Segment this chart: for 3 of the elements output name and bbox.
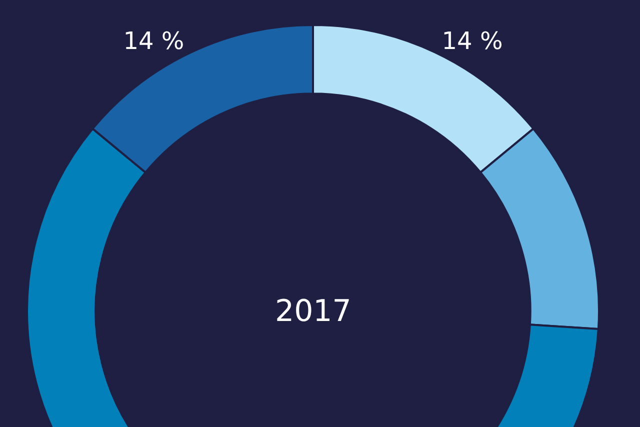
data-label: 14 %: [123, 26, 184, 55]
data-label: 14 %: [442, 26, 503, 55]
text: 2017: [275, 294, 352, 329]
